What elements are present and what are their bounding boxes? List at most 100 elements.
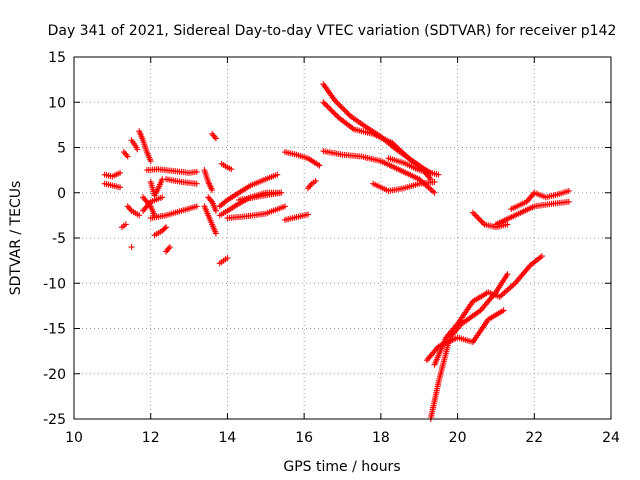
y-tick-label: -20 [43,367,66,383]
data-point [501,289,508,296]
data-point [430,188,437,195]
y-tick-label: 15 [48,50,66,66]
series-arc-22 [218,160,235,173]
x-tick-label: 20 [449,430,467,446]
data-point [212,230,219,237]
data-point [426,185,433,192]
data-point [334,113,341,120]
series-arc-29 [304,177,319,192]
data-point [498,292,505,299]
data-point [316,162,323,169]
y-tick-label: -25 [43,412,66,428]
data-point [193,203,200,210]
x-tick-label: 14 [219,430,237,446]
data-point [538,253,545,260]
data-points [101,81,572,422]
series-arc-19 [205,194,219,214]
data-point [193,168,200,175]
data-point [341,107,348,114]
plot-frame [73,56,612,420]
y-axis-label: SDTVAR / TECUs [8,181,24,296]
series-arc-13 [163,244,173,255]
series-arc-16 [147,176,166,199]
y-tick-label: -5 [52,231,66,247]
data-point [228,166,235,173]
data-point [278,189,285,196]
series-arc-9 [163,176,200,187]
data-point [504,221,511,228]
x-tick-label: 24 [602,430,620,446]
data-point [431,189,438,196]
data-point [333,98,340,105]
y-tick-label: 5 [57,141,66,157]
series-arc-8 [143,166,200,176]
series-arc-34 [370,178,438,194]
data-point [331,97,338,104]
series-arc-17 [201,167,216,194]
data-point [344,110,351,117]
data-point [159,176,166,183]
series-arc-39 [492,198,572,228]
data-point [321,100,328,107]
series-arc-28 [281,149,323,169]
grid [74,57,611,419]
data-point [161,225,168,232]
data-point [128,244,135,251]
x-tick-label: 18 [372,430,390,446]
y-tick-label: 10 [48,95,66,111]
series-arc-23 [216,171,281,210]
data-point [565,187,572,194]
series-arc-4 [128,137,141,153]
data-point [159,194,166,201]
data-point [328,107,335,114]
data-point [342,108,349,115]
data-point [209,187,216,194]
data-point [472,212,479,219]
data-point [507,284,514,291]
chart-title: Day 341 of 2021, Sidereal Day-to-day VTE… [48,23,617,39]
series-arc-10 [140,194,166,214]
series-arc-40 [508,187,572,213]
x-tick-label: 12 [142,430,160,446]
data-point [324,103,331,110]
data-point [134,146,141,153]
data-point [325,104,332,111]
y-tick-label: 0 [57,186,66,202]
series-arc-25 [224,203,288,222]
data-point [478,218,485,225]
y-tick-label: -10 [43,276,66,292]
series-arc-15 [128,244,135,251]
data-point [502,288,509,295]
data-point [435,171,442,178]
data-point [274,171,281,178]
data-point [323,102,330,109]
series-arc-5 [136,128,154,165]
series-arc-26 [235,189,285,203]
series-arc-36 [431,253,545,368]
x-tick-label: 22 [525,430,543,446]
series-arc-6 [124,203,143,219]
data-point [212,135,219,142]
data-point [500,307,507,314]
data-point [340,105,347,112]
data-point [336,101,343,108]
data-point [475,215,482,222]
data-point [117,184,124,191]
data-point [281,203,288,210]
data-point [332,111,339,118]
data-point [474,214,481,221]
series-arc-37 [423,307,507,364]
series-arc-11 [147,203,200,222]
x-tick-label: 10 [65,430,83,446]
data-point [166,244,173,251]
data-point [330,109,337,116]
data-point [122,221,129,228]
data-point [345,111,352,118]
data-point [428,187,435,194]
data-point [136,212,143,219]
axis-ticks: 10 12 14 16 18 20 22 24 15 10 5 0 -5 -10 -15 -20 -25 [43,50,620,446]
series-arc-31 [320,99,434,176]
data-point [147,158,154,165]
data-point [471,211,478,218]
